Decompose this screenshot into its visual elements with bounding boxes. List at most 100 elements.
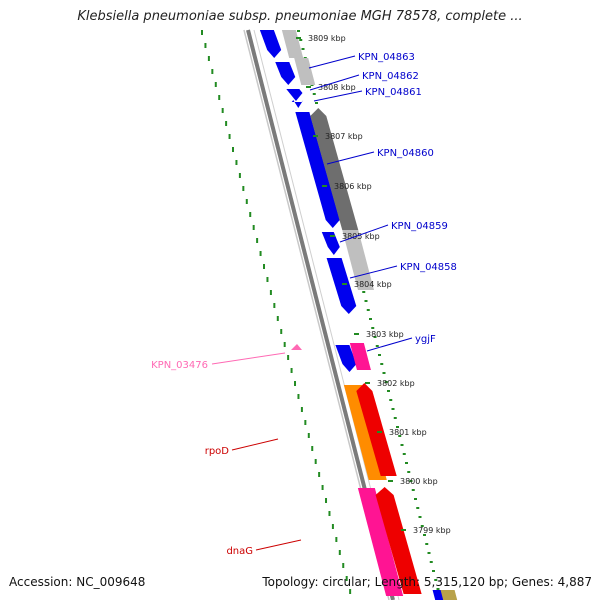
tick-mark-right	[409, 480, 413, 482]
tick-mark-right	[398, 435, 402, 437]
kbp-tick-label: 3799 kbp	[413, 526, 451, 535]
label-leader-line	[339, 224, 389, 243]
gene-label: KPN_04861	[365, 87, 422, 98]
tick-mark-left	[218, 95, 221, 100]
kbp-tick-label: 3805 kbp	[342, 232, 380, 241]
tick-mark-left	[345, 576, 348, 581]
tick-mark-right	[411, 489, 415, 491]
gene-grey-04860	[310, 108, 359, 230]
tick-mark-right	[434, 579, 438, 581]
tick-mark-right	[396, 426, 399, 428]
tick-mark-left	[221, 108, 224, 113]
tick-mark-left	[252, 225, 255, 230]
tick-mark-right	[391, 408, 395, 410]
tick-mark-left	[266, 277, 269, 282]
gene-kpn-04862	[286, 89, 303, 101]
tick-mark-left	[283, 342, 286, 347]
tick-mark-left	[204, 43, 207, 48]
gene-bottom-olive	[440, 590, 458, 600]
kbp-tick-label: 3808 kbp	[318, 83, 356, 92]
tick-mark-left	[235, 160, 238, 165]
tick-mark-right	[420, 525, 424, 527]
tick-mark-left	[211, 69, 214, 74]
label-leader-line	[326, 151, 375, 165]
tick-mark-right	[425, 543, 429, 545]
label-leader-line	[231, 438, 279, 451]
tick-mark-left	[318, 472, 321, 477]
kbp-tick-label: 3806 kbp	[334, 182, 372, 191]
tick-mark-left	[314, 459, 317, 464]
gene-kpn-04861	[291, 100, 304, 108]
label-leader-line	[308, 55, 356, 69]
kbp-major-tick	[388, 480, 393, 482]
tick-mark-left	[207, 56, 210, 61]
gene-kpn-04858	[326, 258, 357, 314]
gene-label: KPN_04863	[358, 52, 415, 63]
tick-mark-left	[325, 498, 328, 503]
kbp-major-tick	[377, 431, 382, 433]
tick-mark-left	[249, 212, 252, 217]
tick-mark-right	[393, 417, 397, 419]
tick-mark-right	[366, 309, 370, 311]
tick-mark-left	[280, 329, 283, 334]
tick-mark-right	[432, 570, 435, 572]
kbp-scale: 3809 kbp 3808 kbp 3807 kbp 3806 kbp 3805 kbp…	[296, 34, 451, 535]
tick-mark-right	[364, 300, 368, 302]
tick-mark-left	[238, 173, 241, 178]
tick-mark-left	[232, 147, 235, 152]
tick-mark-left	[287, 355, 290, 360]
tick-mark-right	[299, 39, 303, 41]
kbp-tick-label: 3803 kbp	[366, 330, 404, 339]
kbp-major-tick	[354, 333, 359, 335]
tick-mark-left	[225, 121, 228, 126]
tick-mark-left	[269, 290, 272, 295]
gene-dnag	[375, 487, 422, 594]
genome-stats: Topology: circular; Length: 5,315,120 bp…	[262, 575, 592, 589]
gene-label: KPN_04862	[362, 71, 419, 82]
tick-mark-right	[427, 552, 431, 554]
map-title: Klebsiella pneumoniae subsp. pneumoniae …	[77, 9, 523, 24]
tick-mark-right	[375, 345, 379, 347]
gene-grey-top	[281, 30, 304, 58]
tick-mark-right	[423, 534, 426, 536]
tick-mark-left	[311, 446, 314, 451]
tick-mark-left	[201, 30, 203, 35]
kbp-major-tick	[365, 382, 370, 384]
tick-mark-left	[331, 524, 334, 529]
tick-mark-left	[297, 394, 300, 399]
tick-mark-left	[328, 511, 331, 516]
tick-mark-right	[382, 372, 386, 374]
tick-mark-right	[400, 444, 404, 446]
kbp-tick-label: 3800 kbp	[400, 477, 438, 486]
gene-features	[259, 30, 458, 600]
tick-mark-left	[259, 251, 262, 256]
tick-mark-left	[338, 550, 341, 555]
gene-label: KPN_04859	[391, 221, 448, 232]
tick-mark-right	[418, 516, 422, 518]
tick-mark-right	[301, 48, 305, 50]
tick-mark-right	[405, 462, 408, 464]
tick-mark-left	[290, 368, 293, 373]
tick-mark-left	[256, 238, 259, 243]
tick-mark-left	[245, 199, 248, 204]
tick-mark-left	[276, 316, 279, 321]
tick-mark-left	[214, 82, 217, 87]
tick-mark-left	[273, 303, 276, 308]
tick-mark-right	[380, 363, 384, 365]
gene-label: KPN_03476	[151, 360, 208, 371]
tick-mark-left	[335, 537, 338, 542]
tick-mark-right	[371, 327, 375, 329]
label-leader-line	[309, 74, 360, 91]
gene-ygjf	[335, 345, 357, 372]
tick-mark-right	[387, 390, 390, 392]
gene-kpn-04863	[275, 62, 296, 85]
tick-mark-left	[307, 433, 310, 438]
kbp-major-tick	[322, 185, 327, 187]
gene-label: rpoD	[205, 446, 230, 457]
gene-kpn-04864	[259, 30, 282, 58]
tick-mark-right	[369, 318, 372, 320]
gene-grey-04858	[342, 230, 374, 290]
gene-label: dnaG	[226, 546, 253, 557]
kbp-major-tick	[306, 86, 311, 88]
gene-grey-04863	[294, 58, 316, 85]
